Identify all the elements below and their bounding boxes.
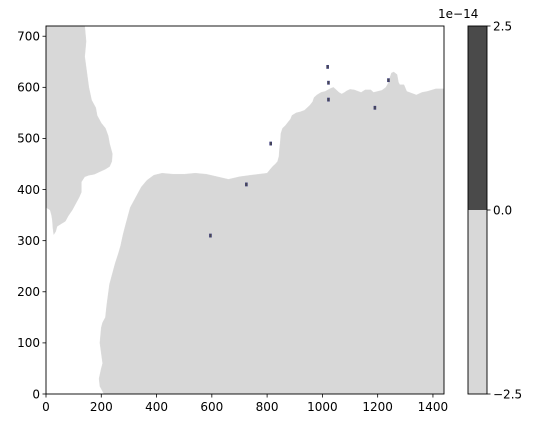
colorbar-ticks: −2.5 0.0 2.5 bbox=[487, 19, 522, 401]
y-tick-label: 0 bbox=[32, 387, 40, 401]
land-right bbox=[98, 71, 445, 395]
colorbar-band bbox=[468, 26, 487, 210]
colorbar-band bbox=[468, 210, 487, 394]
x-tick-label: 200 bbox=[90, 400, 113, 414]
data-marker bbox=[373, 105, 377, 110]
land-layer bbox=[45, 25, 445, 395]
plot-frame bbox=[45, 25, 445, 395]
data-marker bbox=[326, 64, 329, 69]
data-marker bbox=[387, 78, 390, 83]
colorbar-tick-label: −2.5 bbox=[493, 387, 522, 401]
plot-area: 0 200 400 600 800 1000 1200 1400 0 100 200 300 400 5… bbox=[17, 25, 448, 414]
x-tick-label: 1400 bbox=[418, 400, 449, 414]
y-tick-label: 700 bbox=[17, 30, 40, 44]
y-tick-label: 100 bbox=[17, 336, 40, 350]
y-tick-label: 500 bbox=[17, 132, 40, 146]
data-marker bbox=[269, 141, 273, 146]
x-tick-label: 1200 bbox=[362, 400, 393, 414]
y-tick-label: 300 bbox=[17, 234, 40, 248]
colorbar-tick-label: 2.5 bbox=[493, 19, 512, 33]
data-marker bbox=[327, 80, 330, 85]
data-marker bbox=[327, 97, 330, 102]
colorbar-offset-label: 1e−14 bbox=[438, 7, 478, 21]
y-tick-label: 400 bbox=[17, 183, 40, 197]
x-tick-label: 1000 bbox=[307, 400, 338, 414]
x-tick-label: 0 bbox=[42, 400, 50, 414]
x-tick-label: 400 bbox=[145, 400, 168, 414]
colorbar: −2.5 0.0 2.5 1e−14 bbox=[438, 7, 522, 401]
marker-layer bbox=[209, 64, 390, 238]
y-axis: 0 100 200 300 400 500 600 700 bbox=[17, 30, 46, 401]
data-marker bbox=[245, 182, 248, 187]
y-tick-label: 200 bbox=[17, 285, 40, 299]
x-axis: 0 200 400 600 800 1000 1200 1400 bbox=[42, 394, 448, 414]
x-tick-label: 800 bbox=[256, 400, 279, 414]
colorbar-tick-label: 0.0 bbox=[493, 203, 512, 217]
land-left bbox=[45, 25, 113, 236]
x-tick-label: 600 bbox=[200, 400, 223, 414]
data-marker bbox=[209, 233, 212, 238]
y-tick-label: 600 bbox=[17, 81, 40, 95]
